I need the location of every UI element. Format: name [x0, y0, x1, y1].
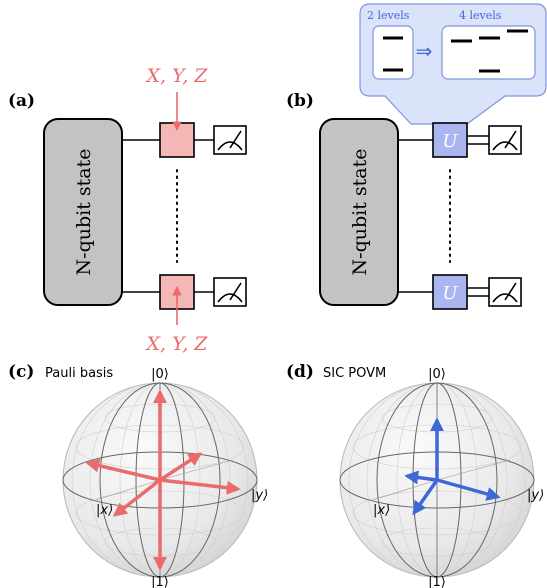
- callout-right-label: 4 levels: [459, 9, 502, 22]
- unitary-label-top: U: [442, 131, 458, 152]
- sic-vectors: [404, 417, 501, 516]
- nqubit-state-box: [319, 118, 399, 306]
- unitary-gate-bottom: [432, 274, 468, 310]
- unitary-label-bottom: U: [442, 283, 458, 304]
- callout-left-label: 2 levels: [367, 9, 410, 22]
- panel-b-tag: (b): [286, 91, 314, 111]
- meter-icon: [213, 125, 247, 155]
- panel-d-tag: (d): [286, 362, 314, 382]
- ketx-label: |x⟩: [373, 503, 390, 518]
- unitary-gate-top: [432, 122, 468, 158]
- meter-icon: [213, 277, 247, 307]
- nqubit-state-label: N-qubit state: [73, 149, 95, 276]
- ket1-label: |1⟩: [428, 575, 446, 588]
- four-level-box: [441, 25, 536, 80]
- meter-icon: [488, 277, 522, 307]
- pauli-axes: [85, 389, 241, 571]
- op-label-bottom: X, Y, Z: [145, 333, 209, 355]
- panel-d: (d) SIC POVM: [286, 362, 544, 588]
- callout-arrow: ⇒: [416, 39, 433, 63]
- op-label-top: X, Y, Z: [145, 65, 209, 87]
- nqubit-state-box: [43, 118, 123, 306]
- panel-c-tag: (c): [8, 362, 34, 382]
- kety-label: |y⟩: [251, 488, 268, 503]
- panel-c: (c) Pauli basis: [8, 362, 268, 588]
- panel-a: (a) N-qubit state X, Y, Z X, Y, Z: [8, 65, 247, 355]
- meter-icon: [488, 125, 522, 155]
- ket0-label: |0⟩: [151, 367, 169, 382]
- ket1-label: |1⟩: [151, 575, 169, 588]
- nqubit-state-label: N-qubit state: [349, 149, 371, 276]
- panel-a-tag: (a): [8, 91, 35, 111]
- panel-b: (b) 2 levels 4 levels ⇒ N-qubit state U …: [286, 3, 547, 310]
- ket0-label: |0⟩: [428, 367, 446, 382]
- kety-label: |y⟩: [527, 488, 544, 503]
- panel-c-title: Pauli basis: [45, 366, 113, 381]
- panel-d-title: SIC POVM: [323, 366, 386, 381]
- ketx-label: |x⟩: [96, 503, 113, 518]
